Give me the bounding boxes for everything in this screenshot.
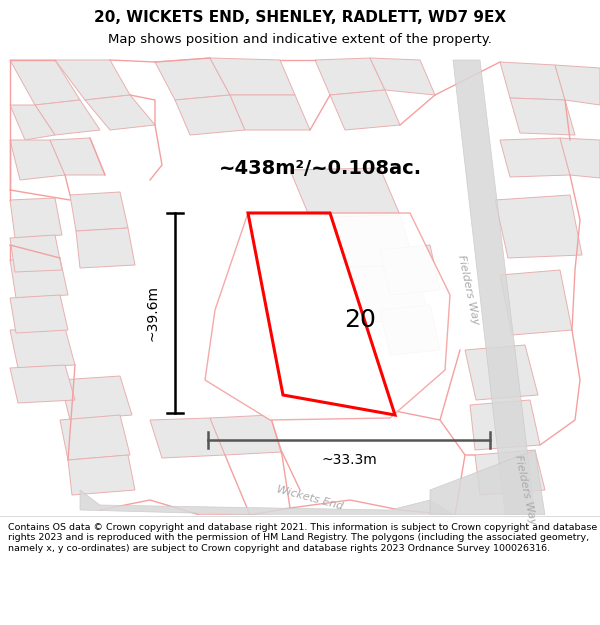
Text: ~39.6m: ~39.6m bbox=[146, 285, 160, 341]
Polygon shape bbox=[50, 138, 105, 175]
Polygon shape bbox=[560, 138, 600, 178]
Polygon shape bbox=[85, 95, 155, 130]
Polygon shape bbox=[60, 415, 130, 460]
Polygon shape bbox=[55, 60, 130, 100]
Polygon shape bbox=[10, 140, 65, 180]
Polygon shape bbox=[325, 265, 430, 323]
Polygon shape bbox=[475, 450, 545, 495]
Polygon shape bbox=[10, 328, 75, 368]
Polygon shape bbox=[155, 58, 230, 100]
Polygon shape bbox=[555, 65, 600, 105]
Polygon shape bbox=[10, 105, 55, 140]
Polygon shape bbox=[10, 60, 80, 105]
Polygon shape bbox=[10, 198, 62, 238]
Polygon shape bbox=[248, 213, 395, 415]
Text: 20: 20 bbox=[344, 308, 376, 332]
Polygon shape bbox=[465, 345, 538, 400]
Polygon shape bbox=[230, 95, 310, 130]
Polygon shape bbox=[35, 100, 100, 135]
Polygon shape bbox=[150, 418, 225, 458]
Polygon shape bbox=[380, 305, 440, 355]
Polygon shape bbox=[430, 450, 545, 515]
Text: Contains OS data © Crown copyright and database right 2021. This information is : Contains OS data © Crown copyright and d… bbox=[8, 523, 597, 552]
Text: Wickets End: Wickets End bbox=[275, 484, 344, 512]
Polygon shape bbox=[495, 195, 582, 258]
Polygon shape bbox=[10, 365, 75, 403]
Polygon shape bbox=[70, 192, 128, 231]
Text: ~33.3m: ~33.3m bbox=[321, 453, 377, 467]
Polygon shape bbox=[60, 376, 132, 420]
Polygon shape bbox=[175, 95, 245, 135]
Polygon shape bbox=[205, 213, 450, 420]
Polygon shape bbox=[10, 235, 62, 272]
Polygon shape bbox=[453, 60, 535, 515]
Polygon shape bbox=[500, 138, 570, 177]
Text: Fielders Way: Fielders Way bbox=[513, 454, 537, 526]
Polygon shape bbox=[500, 62, 565, 100]
Polygon shape bbox=[370, 58, 435, 95]
Polygon shape bbox=[80, 490, 455, 520]
Polygon shape bbox=[310, 215, 415, 268]
Text: Fielders Way: Fielders Way bbox=[456, 254, 480, 326]
Text: 20, WICKETS END, SHENLEY, RADLETT, WD7 9EX: 20, WICKETS END, SHENLEY, RADLETT, WD7 9… bbox=[94, 9, 506, 24]
Polygon shape bbox=[290, 168, 400, 218]
Text: Map shows position and indicative extent of the property.: Map shows position and indicative extent… bbox=[108, 32, 492, 46]
Polygon shape bbox=[470, 400, 540, 450]
Polygon shape bbox=[315, 58, 385, 95]
Polygon shape bbox=[210, 415, 282, 455]
Polygon shape bbox=[380, 245, 440, 295]
Polygon shape bbox=[76, 228, 135, 268]
Polygon shape bbox=[510, 98, 575, 135]
Polygon shape bbox=[10, 258, 68, 298]
Polygon shape bbox=[500, 270, 572, 335]
Polygon shape bbox=[10, 295, 68, 333]
Polygon shape bbox=[330, 90, 400, 130]
Polygon shape bbox=[210, 58, 295, 95]
Polygon shape bbox=[68, 455, 135, 495]
Text: ~438m²/~0.108ac.: ~438m²/~0.108ac. bbox=[218, 159, 422, 177]
